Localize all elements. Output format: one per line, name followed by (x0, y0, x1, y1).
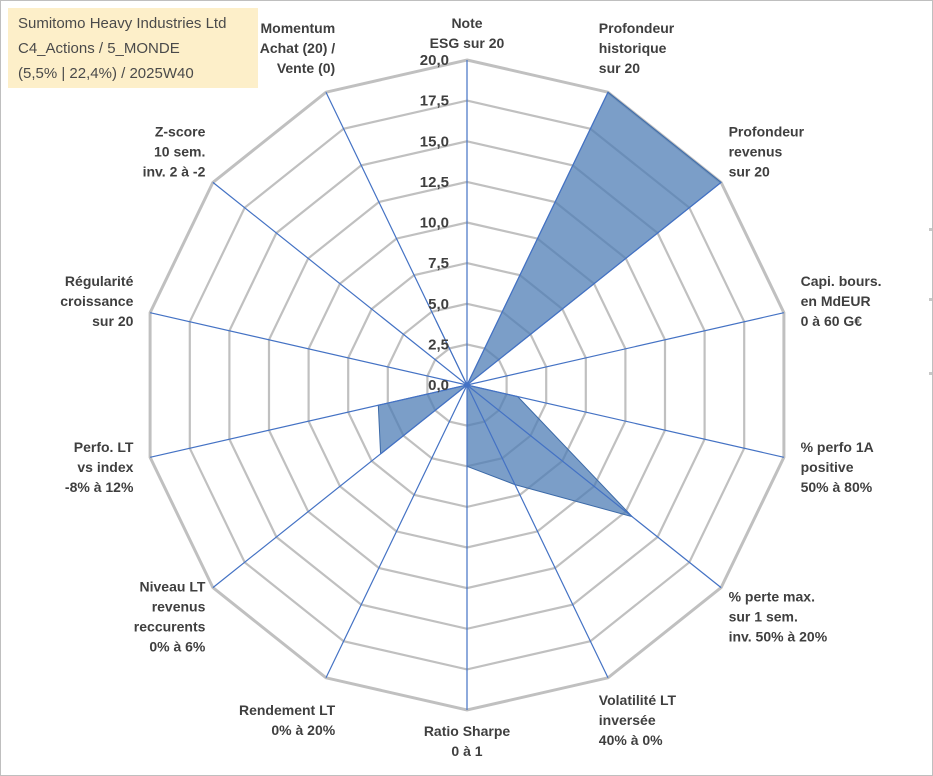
category-label-line: sur 20 (599, 60, 640, 76)
category-label-line: inversée (599, 712, 656, 728)
category-label-line: Ratio Sharpe (424, 723, 511, 739)
category-label: Momentum Achat (20) / Vente (0) (260, 20, 336, 76)
axis-spoke (466, 91, 609, 386)
category-label-line: vs index (77, 459, 133, 475)
title-box: Sumitomo Heavy Industries Ltd C4_Actions… (8, 8, 258, 88)
category-label-line: 0 à 1 (451, 743, 482, 759)
title-company: Sumitomo Heavy Industries Ltd (18, 15, 227, 32)
category-label-line: Vente (0) (277, 60, 335, 76)
category-label: Rendement LT 0% à 20% (239, 702, 336, 738)
radial-tick-label: 15,0 (420, 133, 449, 150)
axis-spoke (212, 384, 468, 589)
category-label-line: sur 1 sem. (729, 609, 798, 625)
category-label: Régularité croissance sur 20 (60, 273, 133, 329)
category-label: Note ESG sur 20 (430, 15, 505, 51)
axis-spoke (466, 384, 785, 458)
scroll-dot (929, 372, 932, 375)
category-label: % perfo 1A positive 50% à 80% (801, 439, 874, 495)
category-label-line: ESG sur 20 (430, 35, 505, 51)
scroll-dot (929, 228, 932, 231)
category-label: Capi. bours. en MdEUR 0 à 60 G€ (801, 273, 882, 329)
category-label-line: positive (801, 459, 854, 475)
category-label: Profondeur revenus sur 20 (729, 123, 805, 179)
axis-spoke (466, 384, 722, 589)
axis-spoke (212, 181, 468, 386)
radial-tick-label: 2,5 (428, 336, 449, 353)
radial-tick-label: 0,0 (428, 377, 449, 394)
category-label-line: Niveau LT (140, 579, 206, 595)
category-label-line: % perfo 1A (801, 439, 874, 455)
category-label-line: croissance (60, 293, 133, 309)
category-label: Ratio Sharpe 0 à 1 (424, 723, 511, 759)
category-label-line: reccurents (134, 619, 206, 635)
category-label-line: en MdEUR (801, 293, 871, 309)
series-layer (149, 60, 785, 710)
category-label-line: 0% à 20% (271, 722, 335, 738)
radial-tick-label: 20,0 (420, 52, 449, 69)
category-label: % perte max. sur 1 sem. inv. 50% à 20% (729, 589, 828, 645)
category-label: Niveau LT revenus reccurents 0% à 6% (134, 579, 206, 655)
scroll-dot (929, 298, 932, 301)
title-category: C4_Actions / 5_MONDE (18, 40, 180, 57)
title-stats: (5,5% | 22,4%) / 2025W40 (18, 65, 194, 82)
scroll-indicator (927, 0, 933, 774)
category-label-line: 0 à 60 G€ (801, 313, 863, 329)
category-label-line: historique (599, 40, 667, 56)
category-label-line: 0% à 6% (149, 639, 206, 655)
category-label: Volatilité LT inversée 40% à 0% (599, 692, 677, 748)
category-label-line: sur 20 (92, 313, 133, 329)
radial-tick-label: 17,5 (420, 93, 449, 110)
category-label-line: Momentum (261, 20, 336, 36)
tick-label-layer: 0,0 2,5 5,0 7,5 10,0 12,5 15,0 17,5 20,0 (420, 52, 449, 394)
category-label-line: Z-score (155, 123, 206, 139)
category-label-line: revenus (152, 599, 206, 615)
radial-tick-label: 10,0 (420, 215, 449, 232)
category-label-line: inv. 2 à -2 (143, 163, 206, 179)
category-label-line: -8% à 12% (65, 479, 134, 495)
category-label-line: Rendement LT (239, 702, 336, 718)
axis-spoke (149, 312, 468, 386)
axis-spoke (325, 384, 468, 679)
category-label-line: Régularité (65, 273, 134, 289)
category-label-line: Profondeur (729, 123, 805, 139)
category-label-line: Perfo. LT (74, 439, 134, 455)
axis-spoke (466, 384, 609, 679)
category-label-line: Capi. bours. (801, 273, 882, 289)
axis-spoke (325, 91, 468, 386)
radial-tick-label: 12,5 (420, 174, 449, 191)
category-label: Perfo. LT vs index -8% à 12% (65, 439, 134, 495)
category-label-layer: Note ESG sur 20 Profondeur historique sur 20… (60, 15, 881, 759)
radial-tick-label: 7,5 (428, 255, 449, 272)
category-label-line: % perte max. (729, 589, 815, 605)
axis-spoke (466, 181, 722, 386)
category-label-line: sur 20 (729, 163, 770, 179)
category-label-line: revenus (729, 143, 783, 159)
category-label-line: 50% à 80% (801, 479, 873, 495)
category-label-line: Profondeur (599, 20, 675, 36)
category-label-line: 40% à 0% (599, 732, 663, 748)
radial-tick-label: 5,0 (428, 296, 449, 313)
category-label-line: inv. 50% à 20% (729, 629, 828, 645)
category-label-line: Note (451, 15, 482, 31)
category-label-line: 10 sem. (154, 143, 205, 159)
category-label: Z-score 10 sem. inv. 2 à -2 (143, 123, 206, 179)
axis-spoke (466, 312, 785, 386)
category-label: Profondeur historique sur 20 (599, 20, 675, 76)
category-label-line: Achat (20) / (260, 40, 336, 56)
axis-spoke (149, 384, 468, 458)
category-label-line: Volatilité LT (599, 692, 677, 708)
